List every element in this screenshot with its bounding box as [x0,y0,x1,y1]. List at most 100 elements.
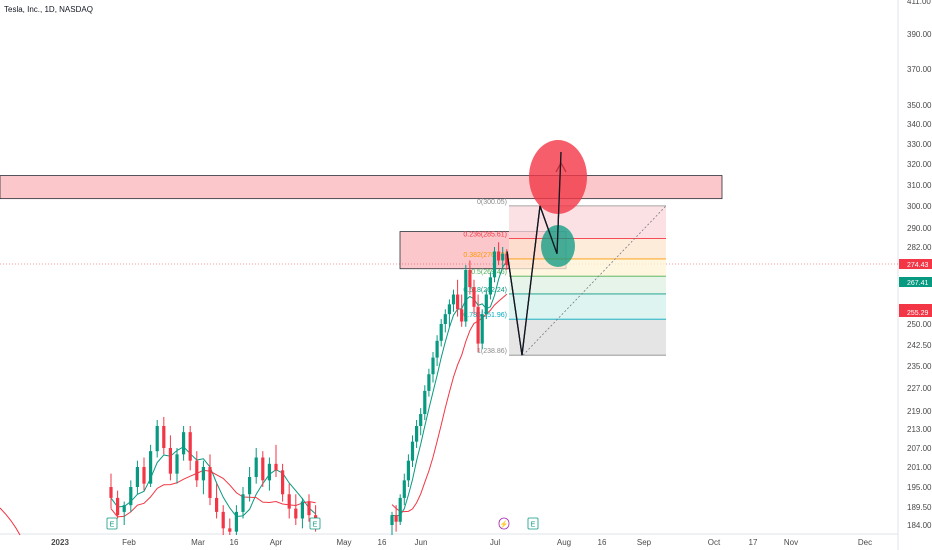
candle-body [402,480,406,498]
candle-body [406,460,410,481]
candle-body [287,494,291,509]
price-tick-label: 282.00 [907,243,932,252]
candle-body [492,251,497,278]
price-tick-label: 195.00 [907,483,932,492]
time-tick-label: Nov [784,538,798,547]
candle-body [307,501,311,516]
fib-level-label: 0(300.05) [477,199,507,206]
candle-body [254,457,258,477]
price-badge [899,307,932,317]
drawings-layer[interactable] [506,140,587,356]
price-tick-label: 370.00 [907,65,932,74]
candle-body [497,251,501,261]
candle-body [443,314,447,324]
candle-body [472,287,476,307]
candle-body [182,432,186,455]
ma-slow-line [110,469,316,518]
candle-body [419,414,423,426]
candle-body [241,494,245,512]
price-tick-label: 250.00 [907,320,932,329]
time-tick-label: Feb [122,538,136,547]
candle-body [501,253,505,261]
candle-body [300,501,304,519]
price-tick-label: 340.00 [907,120,932,129]
ma-fast-line [110,446,316,518]
candle-body [234,511,238,532]
candle-body [135,467,139,487]
target-circle-red[interactable] [529,140,587,214]
time-tick-label: 17 [749,538,758,547]
price-tick-label: 242.50 [907,341,932,350]
price-badge [899,259,932,269]
event-badges-layer: E E ⚡ E [106,517,539,530]
time-tick-label: Apr [270,538,283,547]
entry-circle-green[interactable] [541,225,575,267]
price-tick-label: 213.00 [907,425,932,434]
price-tick-label: 300.00 [907,202,932,211]
candle-body [142,467,146,484]
candle-body [423,390,427,414]
price-tick-label: 290.00 [907,224,932,233]
candle-body [410,441,415,461]
candle-body [195,460,199,481]
price-tick-label: 350.00 [907,101,932,110]
time-tick-label: 16 [598,538,607,547]
event-badge-label: E [313,522,318,529]
resistance-zone[interactable] [0,175,723,200]
fib-level-label: 0.236(285.61) [463,231,507,238]
candle-body [480,314,484,344]
candle-body [415,426,419,442]
candle-body [201,467,205,481]
time-tick-label: May [336,538,351,547]
fib-trend-line [522,205,667,356]
time-tick-label: Dec [858,538,872,547]
fib-level-label: 0.382(276.68) [463,252,507,259]
candle-body [427,374,431,391]
candle-body [488,277,492,295]
candle-body [431,357,435,375]
earnings-event-badge [309,517,321,530]
fib-level-label: 1(238.86) [477,348,507,355]
projected-path-overlay [506,151,562,356]
price-tick-label: 310.00 [907,181,932,190]
fib-band [509,293,666,320]
candle-body [267,463,271,481]
price-tick-label: 207.00 [907,444,932,453]
candle-body [168,448,172,474]
fib-band [509,319,666,356]
moving-averages-layer [0,261,508,536]
price-tick-label: 184.00 [907,521,932,530]
fib-band [509,205,666,239]
candle-body [294,508,298,519]
time-tick-label: Oct [708,538,721,547]
earnings-event-badge [106,517,118,530]
candle-body [281,470,285,495]
price-tick-label: 235.00 [907,362,932,371]
candle-body [175,454,179,474]
ma-slow-line [0,507,21,536]
candle-body [261,457,265,481]
candle-body [208,467,212,498]
price-tick-label: 219.00 [907,407,932,416]
price-tick-label: 390.00 [907,30,932,39]
time-tick-label: 2023 [51,538,69,547]
candle-body [468,269,472,288]
time-tick-label: 16 [230,538,239,547]
candle-body [439,324,443,341]
price-tick-label: 201.00 [907,463,932,472]
candle-body [447,304,451,315]
event-badge-label: E [110,522,115,529]
fib-band [509,276,666,294]
fib-level-label: 0.5(269.46) [471,269,507,276]
candle-body [274,463,278,471]
price-axis[interactable]: 390.00 370.00 350.00 340.00 330.00 320.00 310.… [899,0,932,530]
candles-layer [109,242,509,535]
candle-body [228,528,232,532]
dividend-event-badge [498,517,510,530]
fib-band [509,258,666,277]
time-tick-label: Jun [415,538,428,547]
time-axis[interactable]: 2023 Feb Mar 16 Apr May 16 Jun Jul Aug 16 Sep Oct 17 N… [51,538,872,547]
candle-body [484,294,488,315]
price-tick-label: 411.00 [907,0,931,6]
